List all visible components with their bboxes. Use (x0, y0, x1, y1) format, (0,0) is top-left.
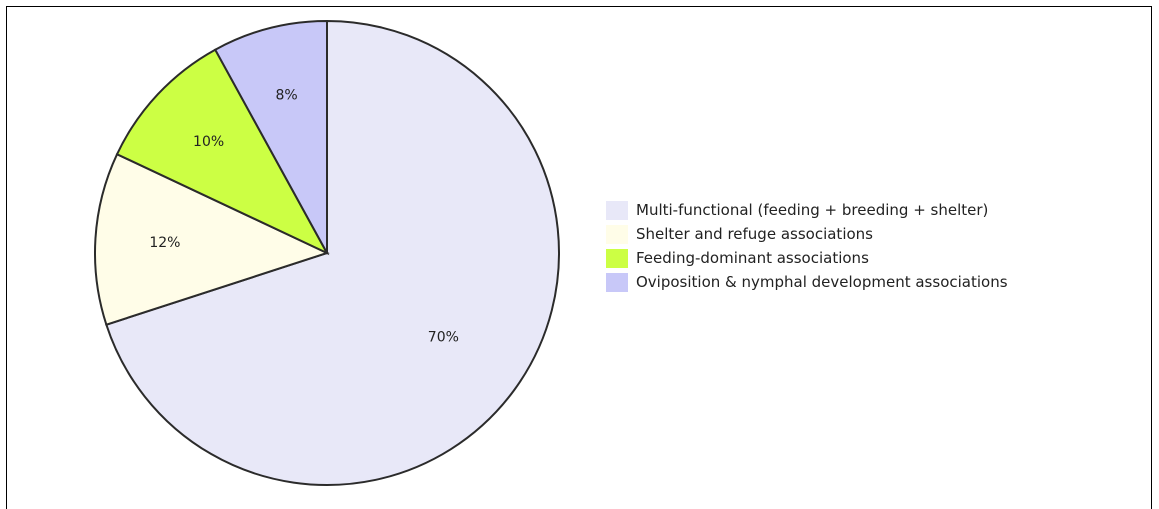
legend-item-feeding: Feeding-dominant associations (606, 246, 1008, 270)
legend-swatch (606, 200, 628, 220)
legend: Multi-functional (feeding + breeding + s… (606, 198, 1008, 294)
legend-swatch (606, 272, 628, 292)
pie-slice-oviposition-nymphal-development-associations (213, 19, 328, 254)
pie-slice-feeding-dominant-associations (115, 48, 330, 256)
pie-slice-label: 70% (428, 330, 459, 346)
pie-slice-shelter-and-refuge-associations (94, 152, 330, 326)
pie-slice-multi-functional-feeding-breeding-shelter (105, 19, 560, 486)
pie-slice-label: 12% (149, 235, 180, 251)
legend-swatch (606, 248, 628, 268)
legend-item-shelter: Shelter and refuge associations (606, 222, 1008, 246)
pie-slice-label: 8% (276, 88, 298, 104)
pie-slice-label: 10% (193, 134, 224, 150)
legend-label: Multi-functional (feeding + breeding + s… (636, 201, 989, 219)
legend-swatch (606, 224, 628, 244)
legend-label: Shelter and refuge associations (636, 225, 873, 243)
chart-frame (6, 6, 1152, 509)
legend-label: Oviposition & nymphal development associ… (636, 273, 1008, 291)
legend-item-oviposition: Oviposition & nymphal development associ… (606, 270, 1008, 294)
legend-item-multi-functional: Multi-functional (feeding + breeding + s… (606, 198, 1008, 222)
legend-label: Feeding-dominant associations (636, 249, 869, 267)
